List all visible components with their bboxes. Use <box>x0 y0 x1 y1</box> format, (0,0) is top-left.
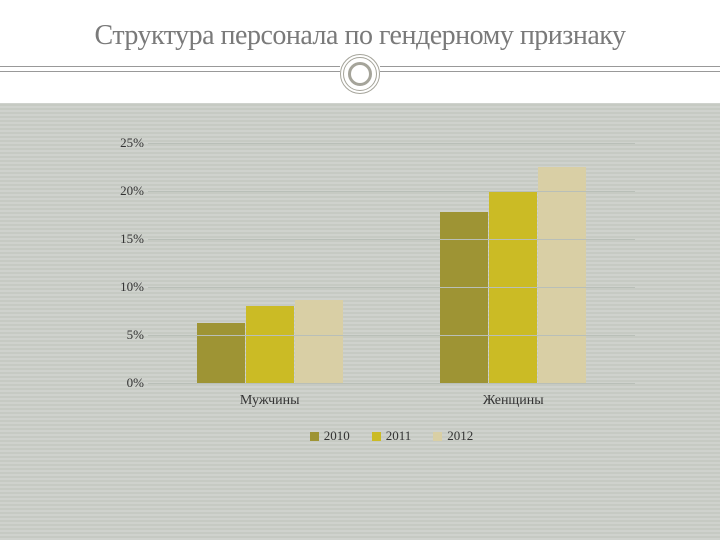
y-tick-label: 15% <box>90 231 144 247</box>
legend-swatch-icon <box>372 432 381 441</box>
bar <box>538 167 586 383</box>
x-tick-label: Женщины <box>453 393 573 409</box>
y-tick-label: 25% <box>90 135 144 151</box>
legend-label: 2011 <box>386 428 412 444</box>
circle-ornament-icon <box>340 54 380 94</box>
y-tick-label: 20% <box>90 183 144 199</box>
bar-group <box>197 143 343 383</box>
x-tick-label: Мужчины <box>210 393 330 409</box>
bar <box>197 323 245 383</box>
gridline <box>148 287 635 288</box>
gridline <box>148 383 635 384</box>
legend-item: 2012 <box>433 428 473 444</box>
y-tick-label: 5% <box>90 327 144 343</box>
legend-label: 2012 <box>447 428 473 444</box>
legend-swatch-icon <box>310 432 319 441</box>
y-tick-label: 0% <box>90 375 144 391</box>
legend-item: 2010 <box>310 428 350 444</box>
plot-area <box>148 143 635 383</box>
gridline <box>148 335 635 336</box>
page-title: Структура персонала по гендерному призна… <box>25 20 695 52</box>
legend-swatch-icon <box>433 432 442 441</box>
bar <box>440 212 488 383</box>
title-rule <box>0 62 720 106</box>
title-area: Структура персонала по гендерному призна… <box>0 0 720 60</box>
y-tick-label: 10% <box>90 279 144 295</box>
legend-item: 2011 <box>372 428 412 444</box>
gridline <box>148 239 635 240</box>
legend-label: 2010 <box>324 428 350 444</box>
bar-groups <box>148 143 635 383</box>
bar <box>246 306 294 383</box>
gridline <box>148 191 635 192</box>
slide: Структура персонала по гендерному призна… <box>0 0 720 540</box>
chart-background: 0% 5% 10% 15% 20% 25% Мужчины Женщины 2010 2011… <box>0 103 720 540</box>
bar <box>295 300 343 383</box>
gridline <box>148 143 635 144</box>
bar-group <box>440 143 586 383</box>
bar-chart: 0%5%10%15%20%25% МужчиныЖенщины 20102011… <box>90 143 635 483</box>
legend: 2010 2011 2012 <box>148 428 635 444</box>
